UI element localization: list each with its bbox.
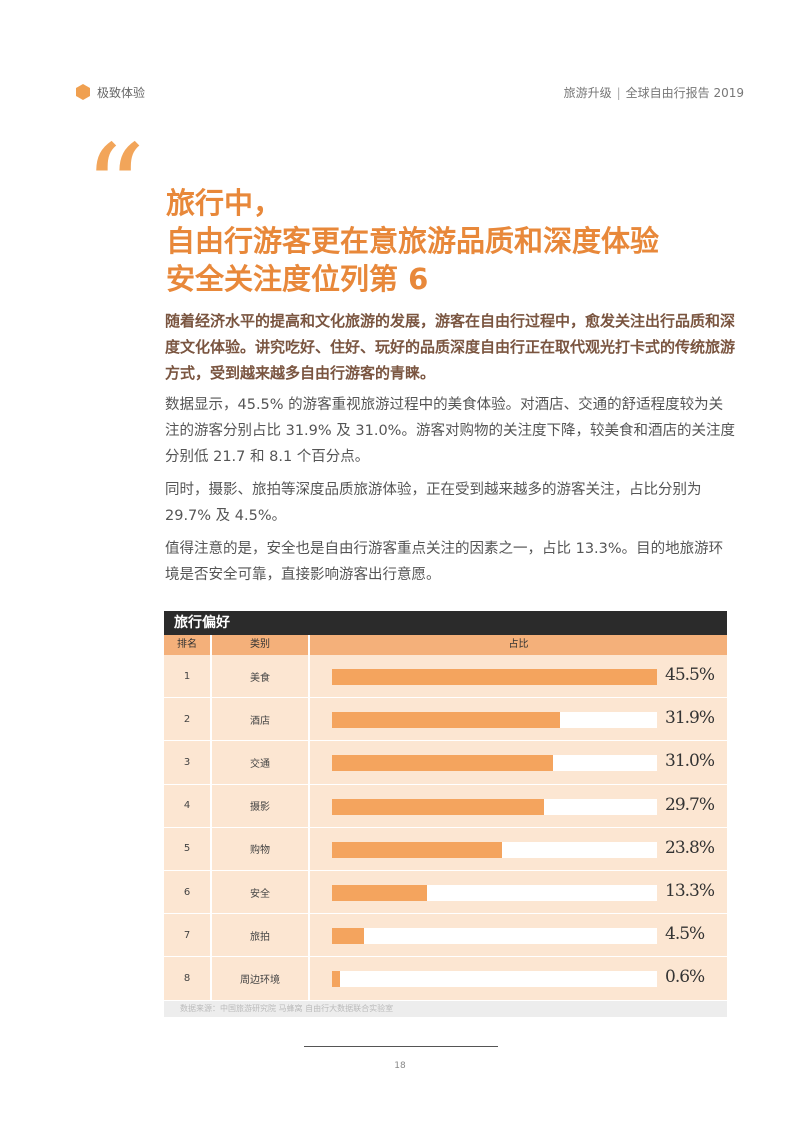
rank-cell: 7 [183,929,191,941]
bar-value-label: 13.3% [665,880,715,901]
rank-cell: 8 [183,972,191,984]
table-body: 1 美食 45.5% 2 酒店 31.9% 3 交通 31.0% 4 摄影 29.7% 5 购物 23.8%… [164,655,727,1001]
header-category: 类别 [210,635,310,655]
lead-paragraph: 随着经济水平的提高和文化旅游的发展，游客在自由行过程中，愈发关注出行品质和深度文… [165,312,736,382]
bar-cell: 29.7% [310,785,727,827]
category-cell: 美食 [210,655,310,698]
bar-track [332,841,657,858]
title-line-1: 旅行中， [166,186,283,220]
table-row: 7 旅拍 4.5% [164,914,727,958]
category-cell: 旅拍 [210,914,310,957]
header-rank: 排名 [177,639,197,650]
category-cell: 摄影 [210,784,310,827]
section-label: 极致体验 [97,86,146,100]
bar-cell: 31.9% [310,698,727,740]
bar-cell: 4.5% [310,914,727,956]
bar-value-label: 29.7% [665,794,715,815]
category-cell: 周边环境 [210,957,310,1000]
bar-value-label: 4.5% [665,924,705,945]
report-title-separator: | [616,86,621,100]
table-row: 1 美食 45.5% [164,655,727,699]
category-cell: 酒店 [210,698,310,741]
bar-value-label: 31.0% [665,751,715,772]
body-paragraph-1: 数据显示，45.5% 的游客重视旅游过程中的美食体验。对酒店、交通的舒适程度较为… [165,397,735,465]
bar-value-label: 0.6% [665,967,705,988]
category-cell: 安全 [210,870,310,914]
bar-fill [332,798,545,815]
table-row: 6 安全 13.3% [164,870,727,915]
body-paragraph-3: 值得注意的是，安全也是自由行游客重点关注的因素之一，占比 13.3%。目的地旅游… [165,541,724,583]
table-header: 排名 类别 占比 [164,635,727,655]
bar-value-label: 23.8% [665,837,715,858]
bar-track [332,798,657,815]
page-header: 极致体验 旅游升级 | 全球自由行报告 2019 [0,82,800,104]
bar-cell: 13.3% [310,871,727,913]
bar-fill [332,712,560,729]
bar-cell: 23.8% [310,828,727,870]
rank-cell: 1 [183,670,191,682]
header-share: 占比 [508,639,529,650]
bar-track [332,884,657,901]
page-title: 旅行中， 自由行游客更在意旅游品质和深度体验 安全关注度位列第 6 [166,184,766,298]
body-paragraph-2: 同时，摄影、旅拍等深度品质旅游体验，正在受到越来越多的游客关注，占比分别为 29… [165,482,702,524]
bar-cell: 0.6% [310,957,727,999]
title-line-3: 安全关注度位列第 6 [166,262,429,296]
category-cell: 购物 [210,827,310,870]
bar-fill [332,841,502,858]
bar-fill [332,669,657,685]
travel-preference-table: 旅行偏好 排名 类别 占比 1 美食 45.5% 2 酒店 31.9% 3 交通 31.0% 4 摄… [164,611,727,1017]
bar-track [332,669,657,685]
quote-mark-icon: “ [84,120,146,259]
bar-track [332,928,657,945]
table-row: 8 周边环境 0.6% [164,957,727,1001]
bar-value-label: 45.5% [665,665,715,685]
table-row: 3 交通 31.0% [164,741,727,785]
table-row: 2 酒店 31.9% [164,698,727,742]
rank-cell: 4 [183,800,191,812]
page-number: 18 [394,1061,406,1071]
report-title: 旅游升级 | 全球自由行报告 2019 [564,84,744,101]
bar-track [332,755,657,772]
bar-fill [332,884,427,901]
table-row: 5 购物 23.8% [164,827,727,871]
footer-divider [304,1046,498,1047]
table-row: 4 摄影 29.7% [164,784,727,828]
rank-cell: 6 [183,886,191,898]
data-source: 数据来源：中国旅游研究院 马蜂窝 自由行大数据联合实验室 [164,1000,727,1017]
bar-track [332,712,657,729]
report-title-right: 全球自由行报告 2019 [625,86,744,100]
bar-value-label: 31.9% [665,708,715,729]
bar-track [332,971,657,988]
bar-fill [332,928,365,945]
rank-cell: 2 [183,713,191,725]
title-line-2: 自由行游客更在意旅游品质和深度体验 [166,224,660,258]
bar-fill [332,971,340,988]
table-title: 旅行偏好 [164,611,727,635]
rank-cell: 3 [183,756,191,768]
bar-cell: 45.5% [310,655,727,697]
report-title-left: 旅游升级 [563,86,612,100]
hexagon-icon [76,84,90,100]
bar-fill [332,755,554,772]
category-cell: 交通 [210,741,310,784]
bar-cell: 31.0% [310,741,727,783]
rank-cell: 5 [183,843,191,855]
